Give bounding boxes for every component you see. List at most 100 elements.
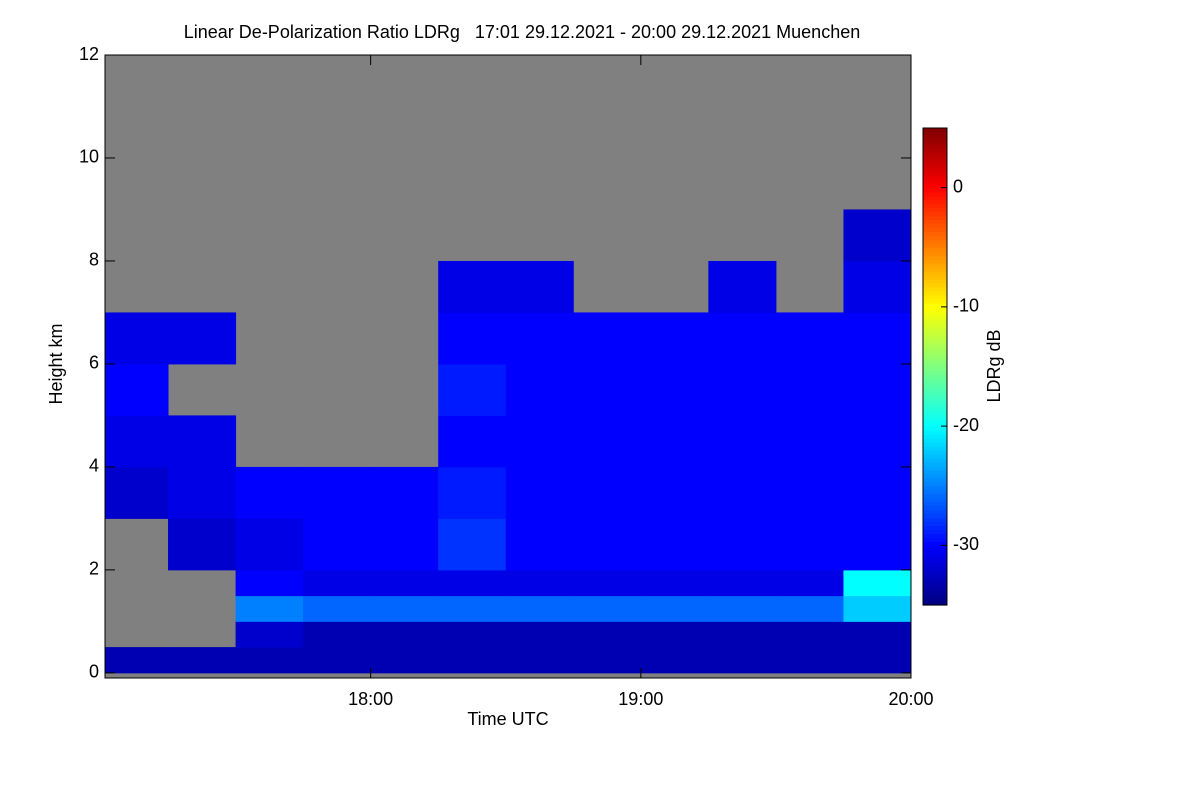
heatmap-cell	[843, 466, 912, 519]
heatmap-cell	[775, 647, 844, 674]
heatmap-cell	[505, 569, 574, 597]
colorbar-segment	[923, 231, 947, 236]
heatmap-cell	[843, 312, 912, 365]
heatmap-cell	[708, 518, 777, 571]
colorbar-segment	[923, 513, 947, 519]
heatmap-cell	[843, 569, 912, 597]
colorbar-segment	[923, 147, 947, 153]
colorbar-segment	[923, 314, 947, 320]
colorbar-segment	[923, 581, 947, 586]
heatmap-cell	[105, 466, 169, 519]
colorbar-segment	[923, 434, 947, 439]
colorbar-segment	[923, 310, 947, 316]
colorbar-segment	[923, 223, 947, 228]
heatmap-cell	[370, 466, 439, 519]
plot-frame	[104, 54, 912, 679]
colorbar-segment	[923, 199, 947, 205]
colorbar-segment	[923, 517, 947, 523]
x-tick-label: 18:00	[348, 689, 393, 709]
colorbar-segment	[923, 418, 947, 423]
colorbar-segment	[923, 143, 947, 149]
heatmap-cell	[573, 595, 642, 622]
heatmap-cell	[303, 595, 372, 622]
colorbar-segment	[923, 457, 947, 463]
colorbar-segment	[923, 481, 947, 487]
x-tick-label: 19:00	[618, 689, 663, 709]
colorbar-segment	[923, 131, 947, 137]
colorbar-segment	[923, 135, 947, 141]
colorbar-segment	[923, 294, 947, 300]
heatmap-cell	[775, 363, 844, 416]
colorbar-segment	[923, 207, 947, 213]
heatmap-cell	[843, 595, 912, 622]
heatmap-cell	[843, 518, 912, 571]
colorbar-segment	[923, 545, 947, 550]
colorbar-segment	[923, 549, 947, 554]
colorbar-segment	[923, 589, 947, 594]
heatmap-cell	[573, 466, 642, 519]
heatmap-cell	[438, 569, 507, 597]
heatmap-cell	[505, 621, 574, 648]
colorbar-segment	[923, 334, 947, 340]
colorbar-segment	[923, 215, 947, 221]
colorbar-segment	[923, 354, 947, 360]
heatmap-cell	[505, 518, 574, 571]
colorbar-segment	[923, 259, 947, 264]
heatmap-cell	[505, 647, 574, 674]
heatmap-cell	[438, 518, 507, 571]
colorbar-segment	[923, 350, 947, 356]
heatmap-cell	[843, 260, 912, 313]
colorbar-segment	[923, 577, 947, 582]
y-tick-label: 2	[89, 559, 99, 579]
heatmap-cell	[168, 518, 237, 571]
colorbar-segment	[923, 151, 947, 157]
heatmap-cell	[640, 621, 709, 648]
heatmap-cell	[505, 595, 574, 622]
colorbar-tick-label: -10	[953, 296, 979, 316]
heatmap-cell	[505, 363, 574, 416]
heatmap-cell	[843, 209, 912, 262]
colorbar-segment	[923, 298, 947, 304]
heatmap-cell	[105, 312, 169, 365]
colorbar-segment	[923, 227, 947, 232]
colorbar-segment	[923, 302, 947, 308]
colorbar-segment	[923, 493, 947, 499]
colorbar-segment	[923, 386, 947, 391]
heatmap-cell	[640, 569, 709, 597]
heatmap-cell	[775, 518, 844, 571]
heatmap-cell	[573, 415, 642, 468]
colorbar-segment	[923, 561, 947, 566]
colorbar-segment	[923, 330, 947, 336]
colorbar-segment	[923, 267, 947, 272]
heatmap-cell	[573, 621, 642, 648]
heatmap-cell	[708, 621, 777, 648]
colorbar-segment	[923, 422, 947, 427]
colorbar-segment	[923, 139, 947, 145]
colorbar-segment	[923, 442, 947, 447]
colorbar-segment	[923, 461, 947, 467]
colorbar-tick-label: -20	[953, 415, 979, 435]
heatmap-cell	[235, 466, 304, 519]
heatmap-cell	[235, 518, 304, 571]
y-tick-label: 0	[89, 662, 99, 682]
colorbar-segment	[923, 521, 947, 527]
heatmap-cell	[105, 647, 169, 674]
heatmap-cell	[370, 647, 439, 674]
colorbar-segment	[923, 195, 947, 201]
heatmap-cell	[303, 518, 372, 571]
colorbar-segment	[923, 469, 947, 475]
heatmap-cell	[708, 415, 777, 468]
colorbar-segment	[923, 187, 947, 193]
heatmap-cell	[105, 363, 169, 416]
colorbar-segment	[923, 453, 947, 459]
colorbar-segment	[923, 263, 947, 268]
colorbar-segment	[923, 275, 947, 280]
colorbar-segment	[923, 525, 947, 531]
chart-title: Linear De-Polarization Ratio LDRg 17:01 …	[184, 22, 860, 42]
heatmap-cell	[438, 312, 507, 365]
heatmap-cell	[708, 260, 777, 313]
colorbar-segment	[923, 366, 947, 372]
colorbar-segment	[923, 322, 947, 328]
heatmap-cell	[303, 569, 372, 597]
colorbar-segment	[923, 179, 947, 185]
